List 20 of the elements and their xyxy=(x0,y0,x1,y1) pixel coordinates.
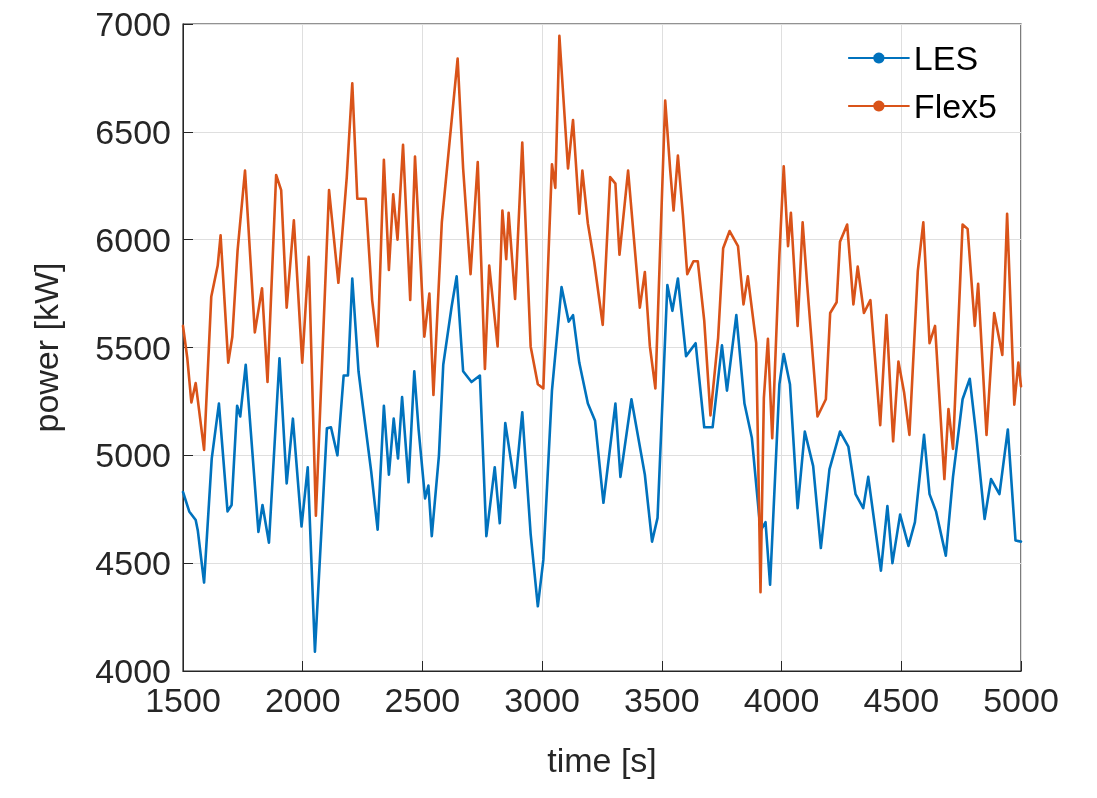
x-tick-label: 4000 xyxy=(743,681,820,719)
y-tick-label: 4000 xyxy=(95,652,171,690)
legend-label: LES xyxy=(913,39,979,77)
y-tick-label: 7000 xyxy=(95,5,171,43)
y-tick-label: 6000 xyxy=(95,220,171,259)
legend-label: Flex5 xyxy=(913,87,997,125)
x-tick-label: 2500 xyxy=(384,681,461,719)
x-tick-label: 2000 xyxy=(264,681,341,719)
x-tick-label: 3000 xyxy=(504,681,580,719)
y-tick-label: 5500 xyxy=(95,328,171,367)
y-tick-label: 4500 xyxy=(95,544,171,583)
x-tick-label: 4500 xyxy=(863,681,940,719)
y-tick-label: 6500 xyxy=(95,112,171,151)
x-tick-label: 5000 xyxy=(983,681,1059,719)
line-series xyxy=(181,34,1023,594)
x-axis-title: time [s] xyxy=(547,741,657,779)
y-axis-title: power [kW] xyxy=(27,262,65,433)
line-series xyxy=(181,275,1023,653)
x-tick-label: 3500 xyxy=(624,681,700,719)
y-tick-label: 5000 xyxy=(95,436,171,475)
